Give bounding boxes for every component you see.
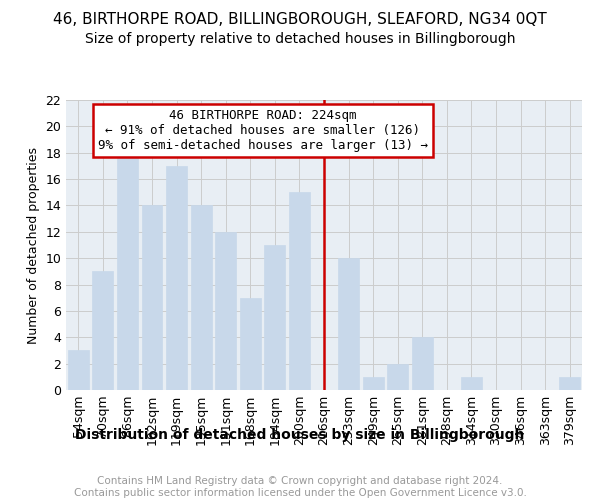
Text: 46 BIRTHORPE ROAD: 224sqm
← 91% of detached houses are smaller (126)
9% of semi-: 46 BIRTHORPE ROAD: 224sqm ← 91% of detac…: [98, 109, 428, 152]
Text: Contains HM Land Registry data © Crown copyright and database right 2024.
Contai: Contains HM Land Registry data © Crown c…: [74, 476, 526, 498]
Bar: [240, 298, 261, 390]
Y-axis label: Number of detached properties: Number of detached properties: [27, 146, 40, 344]
Bar: [461, 377, 482, 390]
Bar: [92, 272, 113, 390]
Bar: [387, 364, 408, 390]
Bar: [191, 206, 212, 390]
Bar: [265, 245, 286, 390]
Bar: [215, 232, 236, 390]
Text: 46, BIRTHORPE ROAD, BILLINGBOROUGH, SLEAFORD, NG34 0QT: 46, BIRTHORPE ROAD, BILLINGBOROUGH, SLEA…: [53, 12, 547, 28]
Bar: [142, 206, 163, 390]
Text: Size of property relative to detached houses in Billingborough: Size of property relative to detached ho…: [85, 32, 515, 46]
Bar: [362, 377, 383, 390]
Bar: [166, 166, 187, 390]
Bar: [338, 258, 359, 390]
Bar: [559, 377, 580, 390]
Bar: [117, 152, 138, 390]
Bar: [68, 350, 89, 390]
Bar: [412, 338, 433, 390]
Bar: [289, 192, 310, 390]
Text: Distribution of detached houses by size in Billingborough: Distribution of detached houses by size …: [76, 428, 524, 442]
